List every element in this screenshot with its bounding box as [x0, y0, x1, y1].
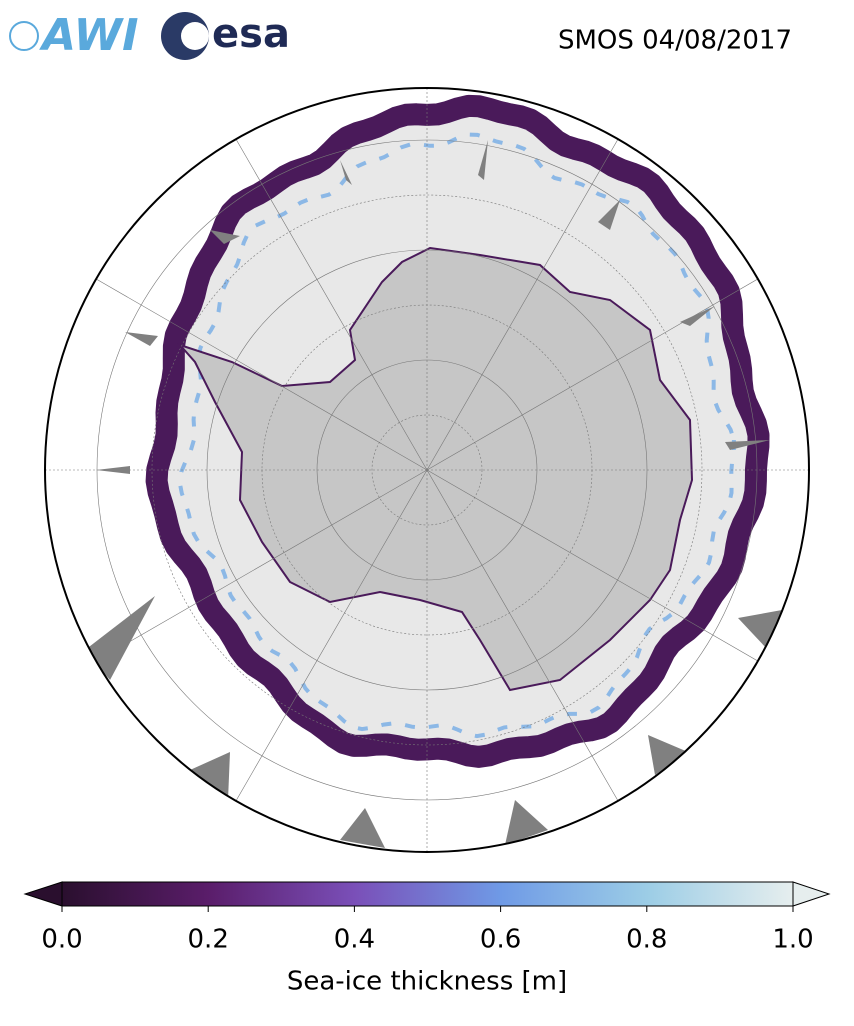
meridian [426, 469, 628, 817]
colorbar-label: Sea-ice thickness [m] [287, 967, 567, 997]
colorbar-tick-label: 0.8 [626, 925, 667, 955]
latitude-circle [151, 194, 703, 746]
colorbar-extend-min [23, 881, 63, 907]
map-title: SMOS 04/08/2017 [558, 26, 792, 56]
colorbar-tick-label: 0.0 [41, 925, 82, 955]
meridian [426, 123, 628, 471]
esa-logo: esa [212, 11, 290, 57]
awi-globe [9, 21, 39, 51]
logos: AWI esa [9, 10, 290, 61]
colorbar-tick-label: 1.0 [772, 925, 813, 955]
map-frame [44, 87, 810, 853]
antarctica [176, 246, 694, 692]
meridian [226, 469, 428, 817]
map [45, 88, 809, 852]
colorbar-extend-max [792, 881, 831, 907]
colorbar-tick-label: 0.2 [188, 925, 229, 955]
no-data-patches [85, 140, 782, 848]
colorbar-tick-label: 0.6 [480, 925, 521, 955]
meridian [80, 469, 428, 671]
sea-ice-thin-edge [177, 132, 736, 739]
meridian [426, 469, 774, 671]
meridian [80, 269, 428, 471]
esa-emblem-inner [181, 22, 209, 50]
meridian [226, 123, 428, 471]
colorbar: Sea-ice thickness [m] 0.0 0.2 0.4 0.6 0.8 1.0 [23, 881, 831, 997]
colorbar-gradient [61, 881, 794, 907]
graticule [45, 88, 809, 852]
colorbar-tick-label: 0.4 [334, 925, 375, 955]
meridian [426, 269, 774, 471]
awi-logo: AWI [39, 10, 139, 61]
latitude-circle [371, 414, 483, 526]
